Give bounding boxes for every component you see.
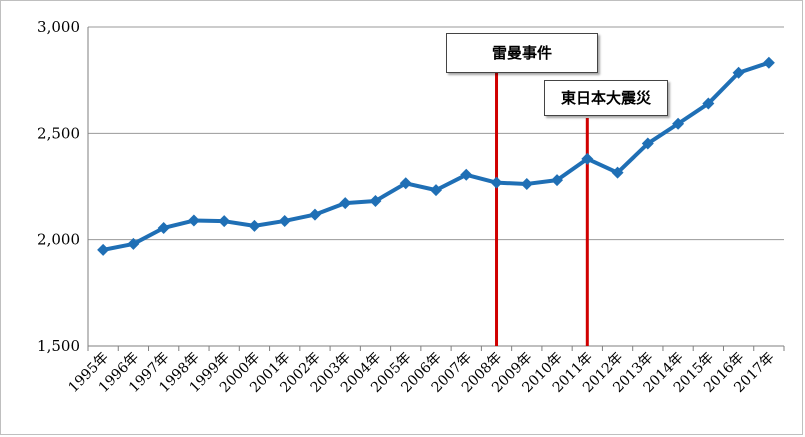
data-point bbox=[611, 166, 624, 179]
data-point bbox=[490, 176, 503, 189]
y-tick-label: 1,500 bbox=[37, 337, 80, 355]
x-axis-tick-labels: 1995年1996年1997年1998年1999年2000年2001年2002年… bbox=[66, 350, 778, 396]
series bbox=[97, 56, 775, 256]
y-tick-label: 2,500 bbox=[37, 124, 80, 142]
data-point bbox=[278, 214, 291, 227]
data-point bbox=[520, 177, 533, 190]
data-point bbox=[732, 66, 745, 79]
data-point bbox=[218, 215, 231, 228]
annotation-label: 雷曼事件 bbox=[446, 33, 598, 73]
data-point bbox=[551, 174, 564, 187]
y-axis-tick-labels: 1,500 2,000 2,500 3,000 bbox=[37, 18, 80, 355]
data-point bbox=[127, 237, 140, 250]
annotation-label: 東日本大震災 bbox=[544, 80, 668, 116]
data-point bbox=[641, 137, 654, 150]
y-tick-label: 2,000 bbox=[37, 231, 80, 249]
data-point bbox=[369, 194, 382, 207]
data-point bbox=[430, 184, 442, 197]
data-point bbox=[97, 243, 110, 256]
data-point bbox=[702, 97, 715, 110]
data-point bbox=[460, 168, 473, 181]
data-point bbox=[581, 152, 594, 165]
y-tick-label: 3,000 bbox=[37, 18, 80, 36]
data-point bbox=[672, 117, 685, 130]
data-point bbox=[157, 221, 170, 234]
data-point bbox=[187, 214, 200, 227]
data-point bbox=[308, 208, 321, 221]
data-point bbox=[399, 177, 412, 190]
series-line bbox=[102, 60, 770, 252]
data-point bbox=[762, 56, 775, 69]
data-point bbox=[339, 197, 352, 210]
data-point bbox=[248, 219, 261, 232]
axes bbox=[87, 27, 785, 351]
